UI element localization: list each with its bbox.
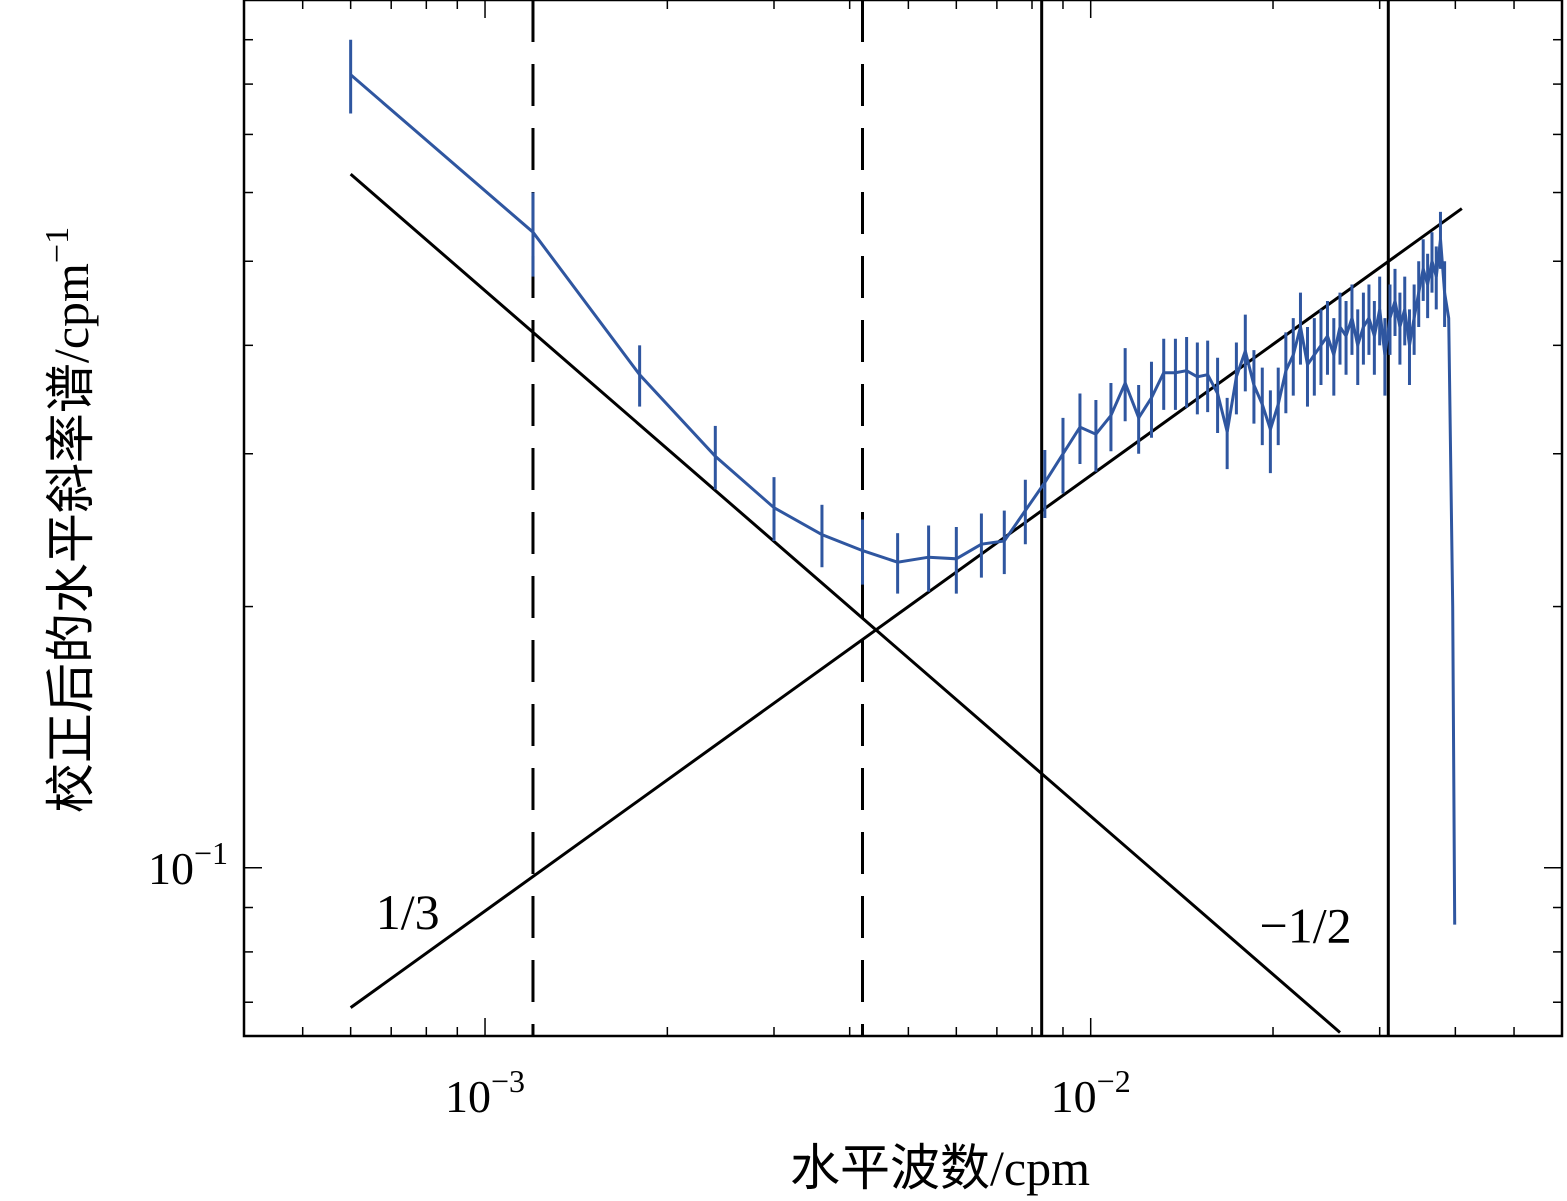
x-tick-label: 10−3 [445, 1063, 525, 1122]
series-layer [349, 39, 1457, 925]
slope-annotation-1: 1/3 [376, 884, 440, 940]
reference-line-2 [349, 207, 1463, 1009]
y-axis-label-text: 校正后的水平斜率谱/cpm [43, 263, 99, 813]
slope-annotation-2: −1/2 [1260, 898, 1352, 954]
tick-marks [243, 0, 1563, 1036]
y-tick-labels: 10−1 [148, 835, 228, 894]
y-axis-label: 校正后的水平斜率谱/cpm−1 [39, 227, 99, 813]
x-tick-labels: 10−3 10−2 [445, 1063, 1131, 1122]
reference-lines [349, 172, 1463, 1034]
x-tick-label: 10−2 [1051, 1063, 1131, 1122]
reference-line-1 [349, 172, 1341, 1034]
annotations: 1/3 −1/2 [376, 884, 1352, 954]
series-line-1 [349, 73, 1457, 925]
x-axis-label: 水平波数/cpm [790, 1140, 1090, 1196]
vertical-lines [531, 0, 1390, 1036]
plot-frame [242, 0, 1564, 1038]
y-tick-label: 10−1 [148, 835, 228, 894]
y-axis-label-exponent: −1 [39, 227, 76, 263]
